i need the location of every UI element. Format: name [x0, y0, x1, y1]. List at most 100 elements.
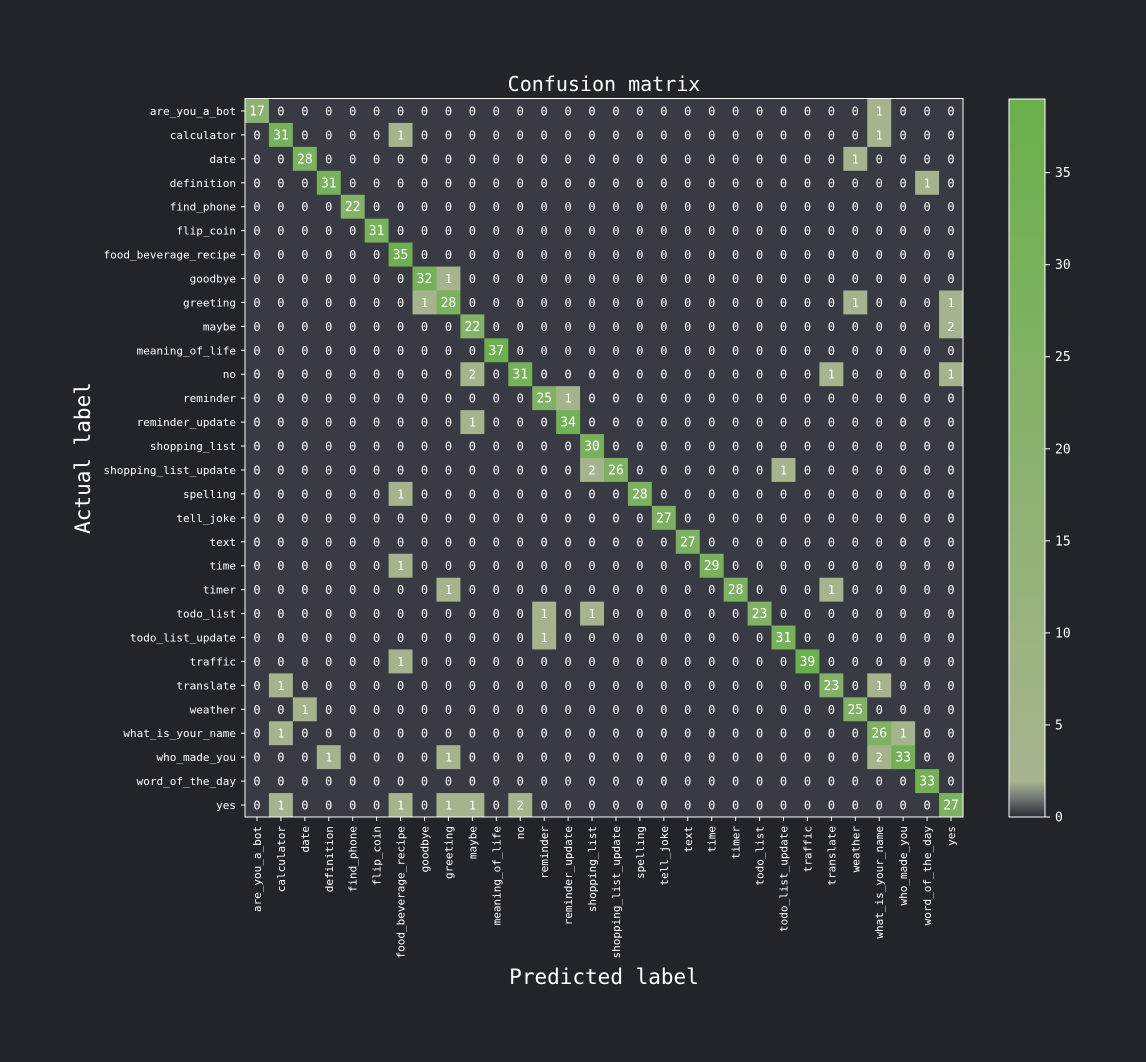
- cell-value: 0: [756, 631, 763, 645]
- cell-value: 0: [373, 751, 380, 765]
- cell-value: 0: [564, 751, 571, 765]
- matrix-cell: [651, 290, 677, 315]
- matrix-cell: [627, 577, 653, 602]
- matrix-cell: [651, 721, 677, 746]
- matrix-cell: [388, 362, 413, 387]
- matrix-cell: [316, 745, 342, 770]
- cell-value: 0: [397, 583, 404, 597]
- cell-value: 0: [684, 727, 691, 741]
- matrix-cell: [580, 553, 605, 579]
- cell-value: 0: [301, 200, 308, 214]
- matrix-cell: [532, 673, 557, 698]
- cell-value: 0: [684, 751, 691, 765]
- matrix-cell: [843, 386, 868, 411]
- x-tick-label: shopping_list_update: [610, 826, 623, 958]
- cell-value: 0: [588, 248, 595, 262]
- cell-value: 0: [325, 344, 332, 358]
- cell-value: 0: [684, 344, 691, 358]
- matrix-cell: [268, 338, 294, 363]
- cell-value: 0: [493, 368, 500, 382]
- cell-value: 0: [900, 200, 907, 214]
- cell-value: 0: [564, 535, 571, 549]
- matrix-cell: [292, 793, 318, 818]
- cell-value: 0: [517, 416, 524, 430]
- cell-value: 0: [780, 535, 787, 549]
- cell-value: 0: [325, 440, 332, 454]
- matrix-cell: [939, 242, 964, 267]
- cell-value: 0: [828, 727, 835, 741]
- matrix-cell: [388, 290, 413, 315]
- matrix-cell: [364, 601, 389, 626]
- cell-value: 0: [301, 679, 308, 693]
- matrix-cell: [580, 122, 605, 148]
- matrix-cell: [699, 577, 725, 602]
- cell-value: 0: [612, 152, 619, 166]
- matrix-cell: [819, 458, 844, 483]
- matrix-cell: [604, 769, 629, 794]
- matrix-cell: [340, 362, 366, 387]
- matrix-cell: [340, 721, 366, 746]
- matrix-cell: [532, 793, 557, 818]
- matrix-cell: [627, 673, 653, 698]
- cell-value: 0: [469, 751, 476, 765]
- matrix-cell: [245, 266, 270, 291]
- matrix-cell: [436, 458, 461, 483]
- matrix-cell: [580, 410, 605, 435]
- matrix-cell: [388, 697, 413, 722]
- cell-value: 0: [253, 799, 260, 813]
- cell-value: 0: [541, 440, 548, 454]
- matrix-cell: [795, 625, 820, 650]
- cell-value: 0: [612, 799, 619, 813]
- matrix-cell: [915, 458, 940, 483]
- cell-value: 0: [612, 272, 619, 286]
- matrix-cell: [580, 481, 605, 507]
- matrix-cell: [292, 673, 318, 698]
- matrix-cell: [484, 99, 509, 124]
- matrix-cell: [292, 721, 318, 746]
- matrix-cell: [556, 170, 581, 196]
- matrix-cell: [340, 170, 366, 196]
- cell-value: 0: [397, 631, 404, 645]
- matrix-cell: [532, 266, 557, 291]
- cell-value: 0: [636, 224, 643, 238]
- matrix-cell: [484, 386, 509, 411]
- matrix-cell: [412, 99, 437, 124]
- matrix-cell: [747, 242, 772, 267]
- matrix-cell: [340, 673, 366, 698]
- cell-value: 0: [780, 703, 787, 717]
- plot-frame: [244, 98, 964, 818]
- cell-value: 22: [465, 320, 481, 335]
- matrix-cell: [316, 218, 342, 243]
- matrix-cell: [867, 793, 892, 818]
- x-tick-label: no: [514, 826, 527, 839]
- matrix-cell: [460, 338, 485, 363]
- matrix-cell: [843, 577, 868, 602]
- matrix-cell: [819, 769, 844, 794]
- cell-value: 0: [708, 128, 715, 142]
- matrix-cell: [771, 458, 796, 483]
- matrix-cell: [675, 649, 701, 674]
- matrix-cell: [316, 194, 342, 220]
- cell-value: 0: [804, 607, 811, 621]
- matrix-cell: [508, 793, 533, 818]
- matrix-cell: [819, 529, 844, 555]
- y-tick-label: timer: [203, 584, 236, 597]
- matrix-cell: [867, 649, 892, 674]
- cell-value: 0: [900, 392, 907, 406]
- cell-value: 0: [660, 631, 667, 645]
- matrix-cell: [651, 577, 677, 602]
- matrix-cell: [699, 194, 725, 220]
- cell-value: 0: [708, 511, 715, 525]
- cell-value: 0: [684, 128, 691, 142]
- matrix-cell: [675, 505, 701, 531]
- matrix-cell: [699, 673, 725, 698]
- cell-value: 0: [253, 655, 260, 669]
- cell-value: 0: [517, 583, 524, 597]
- cell-value: 0: [277, 655, 284, 669]
- matrix-cell: [939, 673, 964, 698]
- cell-value: 0: [780, 607, 787, 621]
- matrix-cell: [819, 218, 844, 243]
- matrix-cell: [939, 122, 964, 148]
- matrix-cell: [819, 242, 844, 267]
- cell-value: 0: [517, 463, 524, 477]
